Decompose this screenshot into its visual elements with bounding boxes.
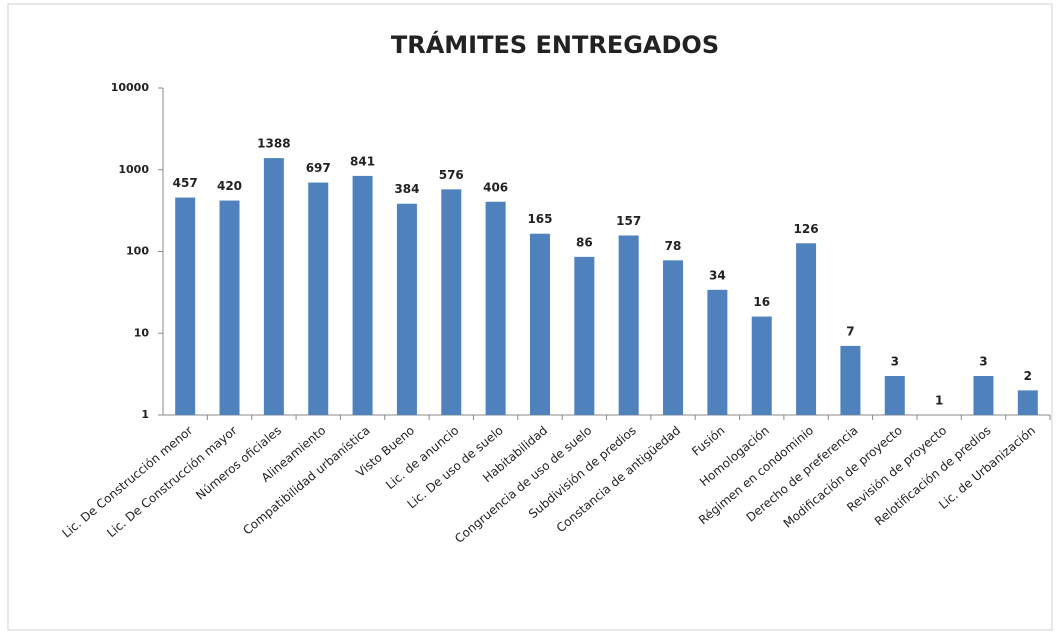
value-label: 2 — [1024, 369, 1032, 383]
value-label: 78 — [665, 239, 682, 253]
value-label: 34 — [709, 268, 726, 282]
value-label: 165 — [527, 212, 552, 226]
value-label: 406 — [483, 180, 508, 194]
y-tick-label: 10 — [134, 326, 150, 339]
bar — [751, 316, 772, 415]
value-label: 697 — [306, 161, 331, 175]
bar — [663, 260, 684, 415]
value-label: 1388 — [257, 137, 290, 151]
bar — [352, 175, 373, 415]
value-label: 126 — [794, 222, 819, 236]
y-tick-label: 1 — [141, 408, 149, 421]
bar — [707, 289, 728, 415]
value-label: 7 — [846, 324, 854, 338]
value-label: 3 — [891, 354, 899, 368]
bar — [441, 189, 462, 415]
bar — [308, 182, 329, 415]
value-label: 420 — [217, 179, 242, 193]
value-label: 86 — [576, 235, 593, 249]
chart-title: TRÁMITES ENTREGADOS — [391, 30, 719, 59]
bar — [840, 345, 861, 415]
bar — [485, 201, 506, 415]
y-tick-label: 10000 — [111, 81, 150, 94]
bar — [618, 235, 639, 415]
bar — [574, 256, 595, 415]
bar — [219, 200, 240, 415]
value-label: 457 — [173, 176, 198, 190]
bar — [1017, 390, 1038, 415]
bar — [529, 233, 550, 415]
value-label: 16 — [753, 295, 770, 309]
bar — [796, 243, 817, 415]
y-tick-label: 100 — [126, 245, 149, 258]
bar — [175, 197, 196, 415]
value-label: 576 — [439, 168, 464, 182]
value-label: 157 — [616, 214, 641, 228]
value-label: 3 — [979, 354, 987, 368]
value-label: 1 — [935, 394, 943, 408]
bar — [973, 375, 994, 415]
bar — [263, 158, 284, 415]
value-label: 384 — [394, 182, 419, 196]
bar — [396, 203, 417, 415]
value-label: 841 — [350, 154, 375, 168]
bar — [884, 375, 905, 415]
y-tick-label: 1000 — [118, 163, 149, 176]
